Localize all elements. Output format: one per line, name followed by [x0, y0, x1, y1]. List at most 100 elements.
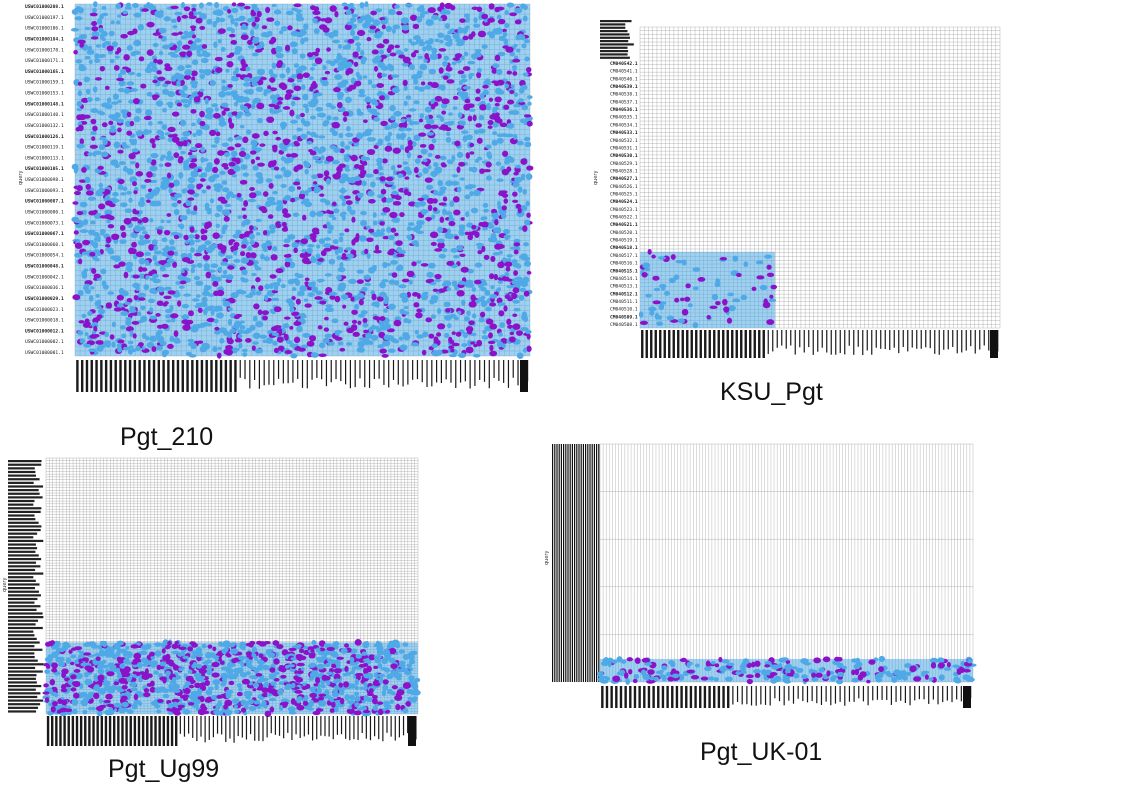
point-purple [133, 652, 142, 660]
y-tick-label [8, 503, 34, 506]
point-blue [341, 2, 348, 7]
point-purple [217, 150, 225, 156]
point-blue [216, 312, 224, 319]
point-blue [384, 135, 391, 142]
y-tick-label: USWC01000087.1 [25, 199, 64, 205]
point-purple [438, 67, 444, 74]
point-purple [171, 32, 179, 36]
point-blue [524, 219, 531, 226]
point-purple [231, 2, 237, 7]
point-blue [431, 343, 438, 348]
point-blue [399, 144, 405, 151]
point-blue [359, 705, 368, 711]
point-blue [192, 192, 200, 198]
y-tick-label: USWC01000113.1 [25, 155, 64, 161]
point-purple [284, 261, 291, 268]
point-purple [339, 347, 346, 352]
point-blue [128, 197, 133, 203]
point-blue [84, 678, 93, 686]
point-blue [471, 313, 477, 319]
point-blue [358, 313, 366, 318]
point-blue [437, 226, 444, 233]
point-purple [264, 710, 272, 718]
point-blue [443, 121, 451, 126]
point-purple [227, 84, 233, 88]
point-purple [450, 348, 455, 353]
point-blue [457, 112, 463, 119]
point-blue [164, 262, 172, 268]
point-blue [425, 184, 434, 190]
point-blue [168, 103, 173, 109]
point-purple [197, 307, 203, 313]
point-purple [505, 266, 511, 272]
point-purple [334, 295, 341, 303]
point-blue [448, 112, 453, 116]
point-blue [492, 227, 501, 234]
x-tick-label [80, 360, 84, 392]
point-blue [251, 100, 257, 105]
point-blue [513, 133, 518, 140]
x-tick-label [880, 330, 882, 349]
point-blue [743, 261, 749, 267]
point-blue [114, 702, 121, 708]
x-tick-label [844, 330, 846, 355]
point-purple [382, 679, 389, 685]
point-blue [296, 273, 304, 279]
point-purple [488, 332, 493, 339]
point-purple [111, 233, 120, 241]
point-purple [469, 151, 475, 155]
point-blue [638, 311, 644, 318]
point-blue [200, 157, 205, 163]
point-blue [461, 342, 468, 347]
point-blue [230, 292, 239, 299]
point-purple [352, 331, 360, 337]
point-blue [290, 100, 296, 107]
point-purple [149, 138, 156, 144]
point-blue [464, 316, 470, 322]
point-purple [120, 231, 127, 238]
point-blue [467, 339, 473, 347]
x-tick-label [301, 360, 304, 388]
point-purple [248, 192, 257, 199]
point-purple [245, 251, 252, 259]
y-tick-label [8, 659, 38, 662]
point-blue [205, 664, 213, 671]
point-blue [106, 97, 112, 104]
point-blue [281, 166, 286, 172]
point-purple [179, 280, 187, 285]
point-blue [431, 214, 436, 220]
point-purple [268, 160, 277, 167]
point-blue [284, 257, 293, 263]
point-blue [96, 710, 103, 717]
point-blue [84, 671, 90, 678]
point-blue [269, 107, 274, 114]
point-purple [168, 182, 175, 188]
point-purple [340, 275, 347, 280]
point-blue [218, 90, 226, 98]
point-blue [289, 342, 295, 348]
point-purple [452, 196, 460, 203]
point-blue [201, 189, 207, 194]
point-purple [489, 323, 498, 330]
caption-pgt210: Pgt_210 [120, 423, 214, 451]
y-tick-label [600, 40, 629, 43]
point-blue [416, 334, 424, 339]
point-blue [214, 684, 219, 691]
point-blue [403, 305, 409, 310]
point-blue [378, 90, 383, 96]
point-blue [446, 131, 451, 137]
point-blue [180, 119, 187, 127]
point-blue [192, 298, 200, 302]
point-blue [146, 660, 155, 666]
point-blue [511, 259, 518, 264]
point-blue [262, 246, 269, 253]
point-blue [408, 659, 416, 665]
point-blue [141, 332, 147, 340]
y-tick-label: CM040515.1 [610, 268, 638, 274]
point-purple [770, 284, 778, 290]
point-blue [130, 231, 138, 239]
point-blue [227, 673, 235, 680]
point-purple [416, 308, 423, 313]
x-tick-label [929, 330, 931, 349]
ksu-y-axis-label: query [593, 171, 599, 185]
